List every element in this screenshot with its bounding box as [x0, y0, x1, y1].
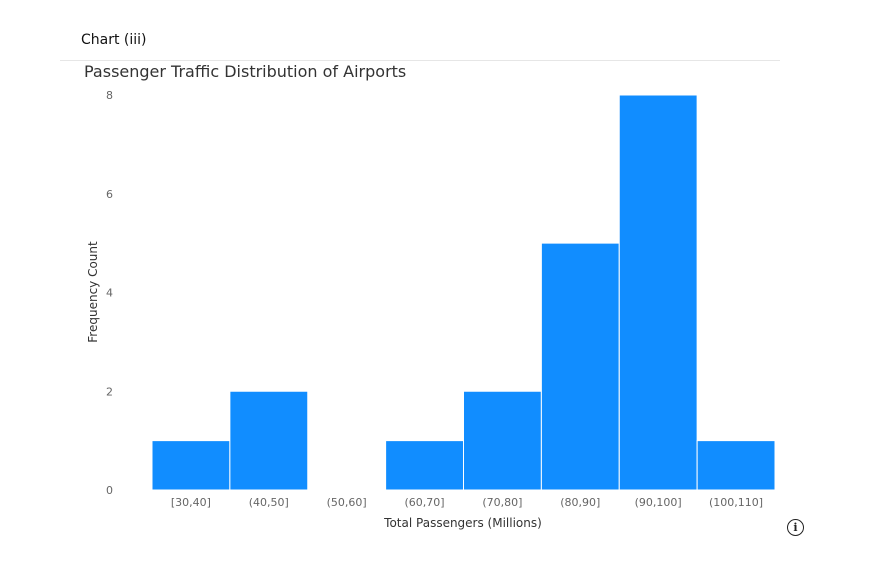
- y-tick-label: 8: [106, 89, 113, 102]
- x-tick-label: (60,70]: [405, 496, 445, 509]
- y-tick-label: 6: [106, 188, 113, 201]
- x-tick-label: (50,60]: [327, 496, 367, 509]
- y-axis-label: Frequency Count: [86, 241, 100, 343]
- histogram-bar: [618, 94, 698, 491]
- info-icon[interactable]: i: [787, 519, 804, 536]
- chart-caption: Chart (iii): [81, 32, 147, 48]
- histogram-bar: [696, 440, 776, 491]
- divider: [60, 60, 780, 61]
- x-tick-label: (40,50]: [249, 496, 289, 509]
- y-tick-label: 2: [106, 385, 113, 398]
- y-tick-label: 4: [106, 287, 113, 300]
- x-tick-label: (70,80]: [482, 496, 522, 509]
- histogram-bar: [540, 242, 620, 491]
- x-axis-label: Total Passengers (Millions): [383, 516, 542, 530]
- x-tick-label: [30,40]: [171, 496, 211, 509]
- chart-title: Passenger Traffic Distribution of Airpor…: [84, 62, 407, 81]
- histogram-bar: [385, 440, 464, 491]
- histogram-bar: [151, 440, 231, 491]
- histogram-bar: [229, 390, 309, 491]
- histogram-bar: [463, 390, 542, 491]
- x-tick-label: (80,90]: [560, 496, 600, 509]
- x-tick-label: (100,110]: [709, 496, 763, 509]
- y-tick-label: 0: [106, 484, 113, 497]
- x-tick-label: (90,100]: [635, 496, 682, 509]
